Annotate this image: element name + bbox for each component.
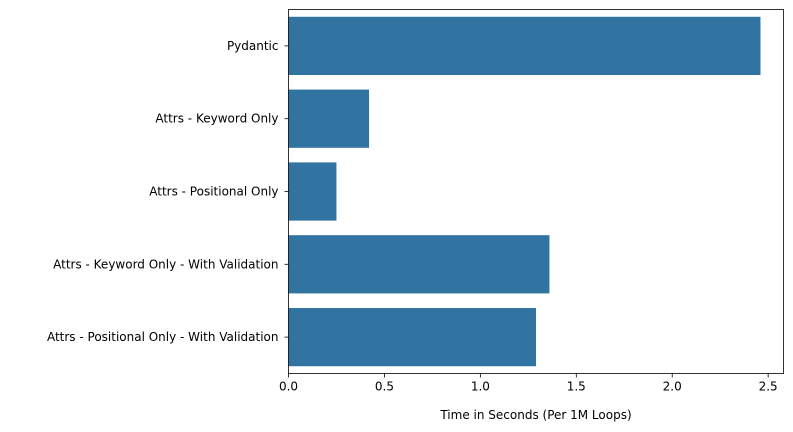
x-tick-label: 1.5 — [567, 380, 586, 394]
x-tick-label: 2.0 — [663, 380, 682, 394]
bar-5 — [288, 307, 536, 367]
x-tick-label: 1.0 — [471, 380, 490, 394]
category-labels: Pydantic Attrs - Keyword Only Attrs - Posi… — [47, 39, 289, 344]
x-tick-label: 2.5 — [759, 380, 778, 394]
category-label: Attrs - Positional Only - With Validatio… — [47, 330, 279, 344]
bar-3 — [288, 162, 337, 221]
category-label: Attrs - Keyword Only - With Validation — [53, 257, 278, 271]
bars-group — [288, 16, 761, 367]
x-axis-title: Time in Seconds (Per 1M Loops) — [439, 408, 631, 422]
x-ticks: 0.0 0.5 1.0 1.5 2.0 2.5 — [279, 373, 778, 394]
category-label: Attrs - Positional Only — [149, 185, 278, 199]
category-label: Pydantic — [227, 39, 279, 53]
bar-1 — [288, 16, 761, 76]
x-tick-label: 0.0 — [279, 380, 298, 394]
x-tick-label: 0.5 — [375, 380, 394, 394]
bar-4 — [288, 235, 550, 294]
bar-2 — [288, 89, 370, 148]
plot-frame — [288, 9, 784, 374]
category-label: Attrs - Keyword Only — [155, 112, 278, 126]
